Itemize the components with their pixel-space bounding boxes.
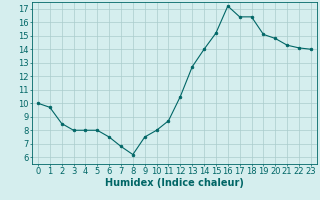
X-axis label: Humidex (Indice chaleur): Humidex (Indice chaleur) [105,178,244,188]
